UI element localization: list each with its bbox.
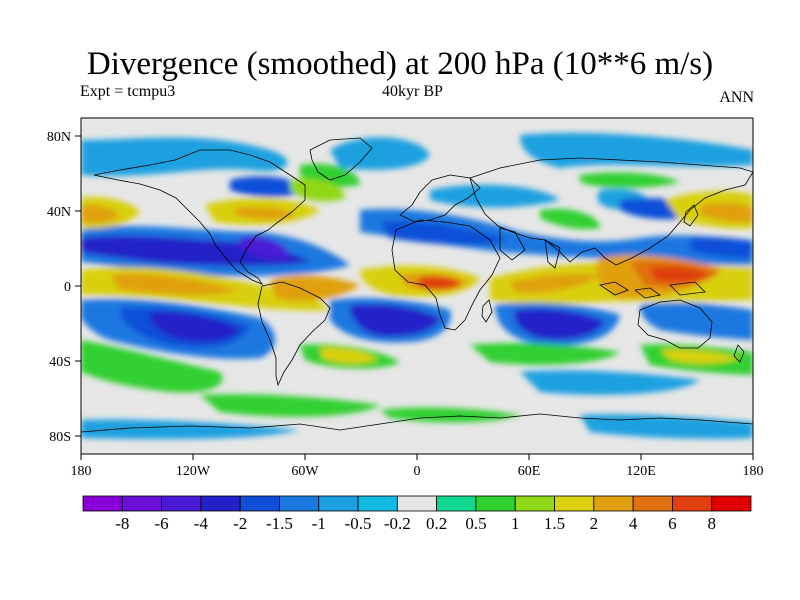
colorbar-swatch: [200, 495, 241, 512]
y-tick-label: 80N: [47, 130, 71, 145]
experiment-label: Expt = tcmpu3: [80, 83, 176, 100]
x-tick-label: 60E: [518, 464, 541, 479]
colorbar-label: -6: [155, 514, 169, 533]
colorbar-swatch: [279, 495, 320, 512]
colorbar-swatch: [554, 495, 595, 512]
colorbar-swatch: [82, 495, 123, 512]
colorbar-swatch: [357, 495, 398, 512]
map-frame: [75, 117, 754, 460]
colorbar-swatch: [475, 495, 516, 512]
season-label: ANN: [719, 89, 754, 106]
colorbar-label: 6: [668, 514, 677, 533]
divergence-field: [81, 118, 753, 454]
colorbar-label: 1.5: [544, 514, 565, 533]
colorbar-swatch: [593, 495, 634, 512]
colorbar-label: 0.5: [465, 514, 486, 533]
colorbar-swatch: [514, 495, 555, 512]
colorbar-label: -8: [115, 514, 129, 533]
colorbar-label: -1.5: [266, 514, 293, 533]
colorbar-label: 2: [590, 514, 599, 533]
x-tick-label: 120E: [626, 464, 656, 479]
period-label: 40kyr BP: [382, 83, 443, 100]
x-tick-label: 180: [743, 464, 764, 479]
colorbar-label: 4: [629, 514, 638, 533]
colorbar-swatch: [121, 495, 162, 512]
colorbar-swatch: [396, 495, 438, 512]
colorbar-label: -0.5: [345, 514, 372, 533]
colorbar-label: 1: [511, 514, 520, 533]
y-tick-label: 80S: [49, 430, 71, 445]
colorbar-swatch: [632, 495, 673, 512]
colorbar-swatch: [436, 495, 477, 512]
x-tick-labels: 180 120W 60W 0 60E 120E 180: [71, 464, 764, 479]
colorbar-label: -0.2: [384, 514, 411, 533]
x-tick-label: 180: [71, 464, 92, 479]
colorbar-swatch: [239, 495, 280, 512]
chart-title: Divergence (smoothed) at 200 hPa (10**6 …: [86, 46, 714, 82]
y-tick-label: 40S: [49, 355, 71, 370]
colorbar-swatch: [711, 495, 752, 512]
colorbar-label: -1: [312, 514, 326, 533]
y-tick-labels: 80N 40N 0 40S 80S: [47, 130, 71, 445]
colorbar-label: 0.2: [426, 514, 447, 533]
colorbar-swatch: [318, 495, 359, 512]
colorbar: -8 -6 -4 -2 -1.5 -1 -0.5 -0.2 0.2 0.5 1 1.5 2 4 6 8: [82, 495, 752, 533]
x-tick-label: 60W: [291, 464, 319, 479]
y-tick-label: 40N: [47, 205, 71, 220]
colorbar-label: 8: [707, 514, 716, 533]
colorbar-swatch: [161, 495, 202, 512]
colorbar-swatch: [672, 495, 713, 512]
y-tick-label: 0: [64, 280, 71, 295]
colorbar-label: -2: [233, 514, 247, 533]
colorbar-label: -4: [194, 514, 209, 533]
coastlines: [81, 137, 753, 433]
x-tick-label: 0: [414, 464, 421, 479]
x-tick-label: 120W: [176, 464, 211, 479]
